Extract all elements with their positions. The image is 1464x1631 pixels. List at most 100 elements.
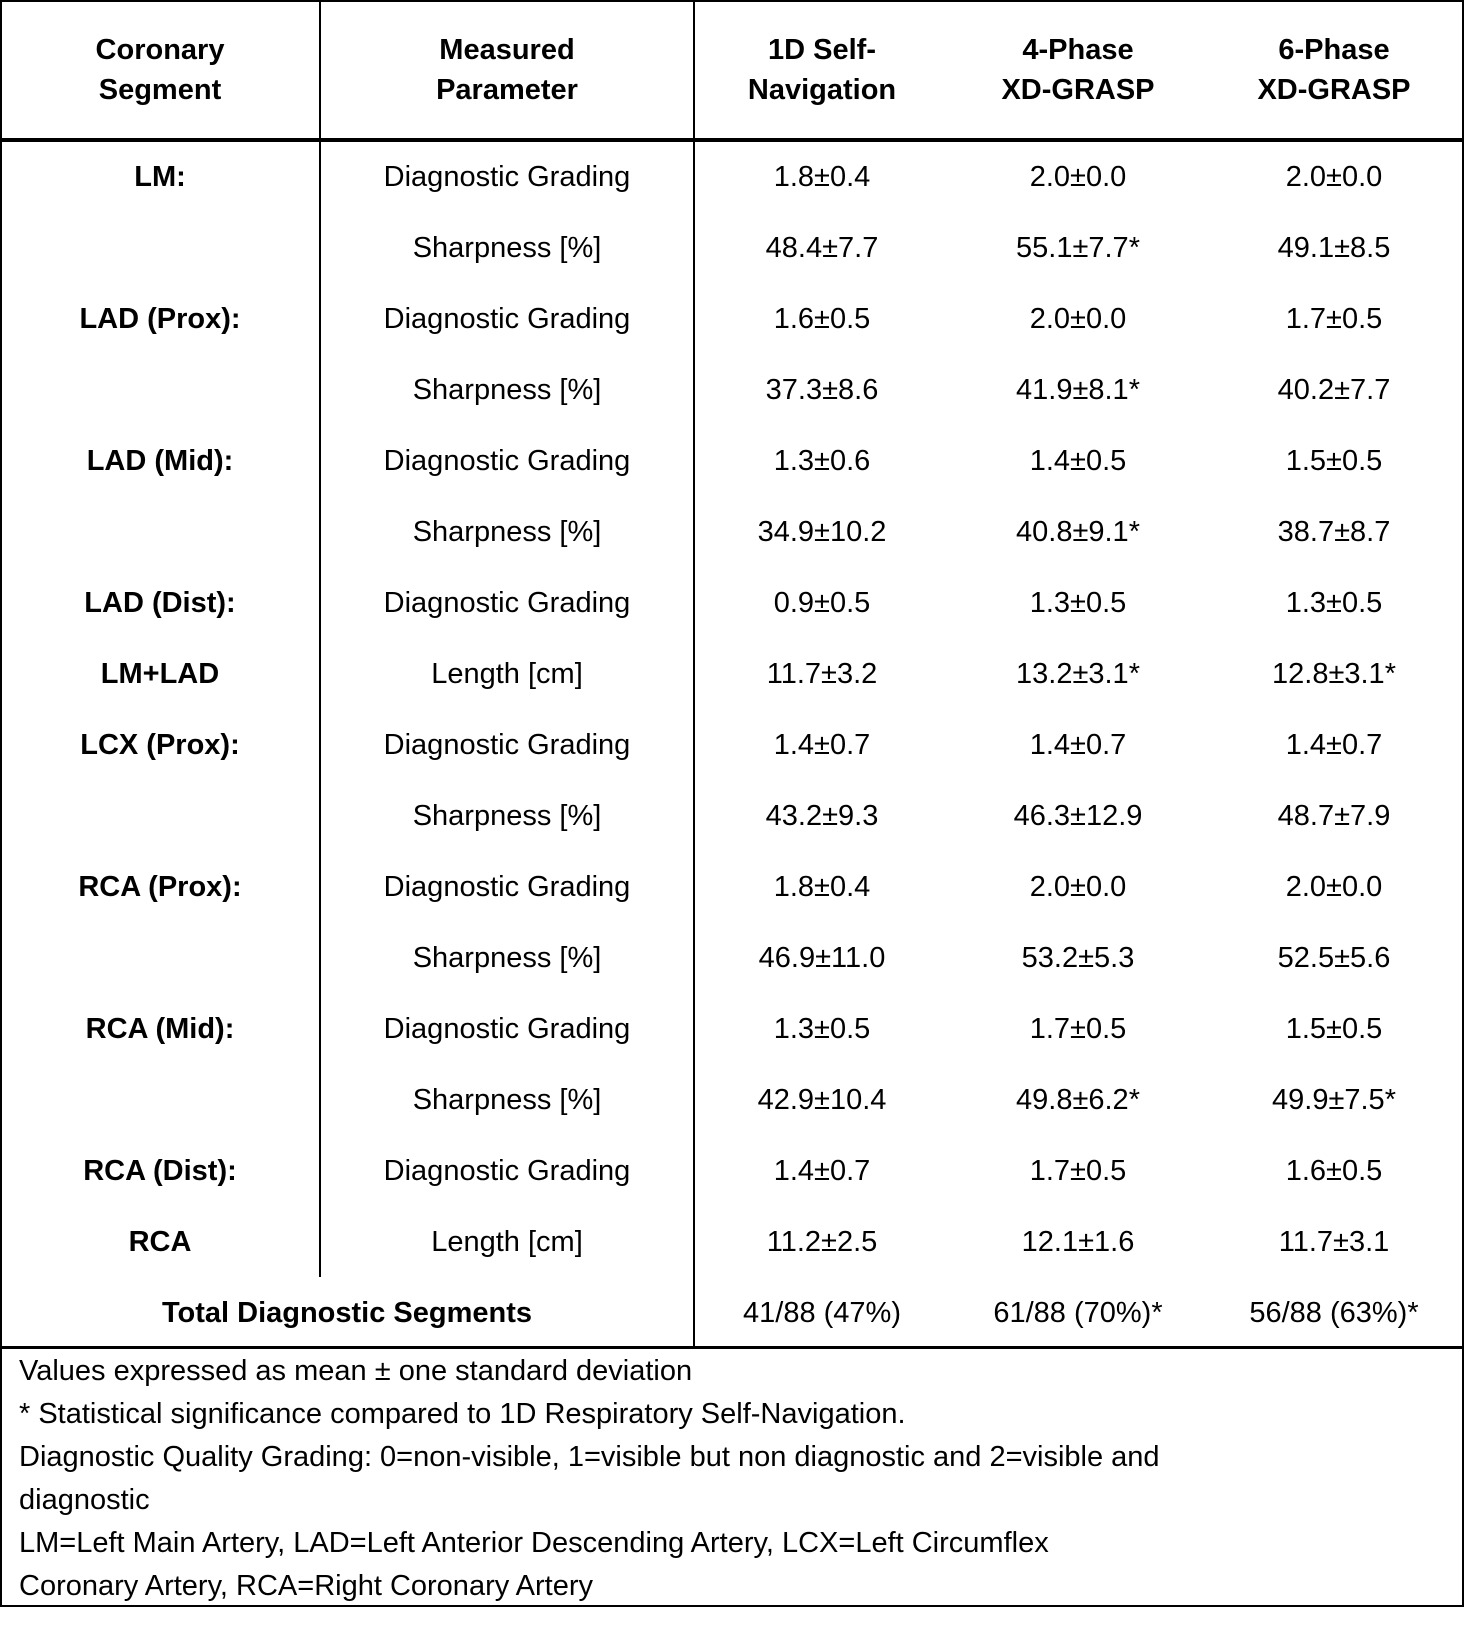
parameter-label: Length [cm] — [431, 1226, 583, 1258]
segment-label — [0, 213, 320, 284]
value-cell: 46.9±11.0 — [758, 942, 886, 974]
parameter-label: Diagnostic Grading — [383, 161, 631, 193]
value-cell: 1.3±0.5 — [1285, 587, 1383, 619]
parameter-label: Diagnostic Grading — [383, 1013, 631, 1045]
value-cell: 34.9±10.2 — [757, 516, 887, 548]
footnote: Values expressed as mean ± one standard … — [19, 1355, 693, 1387]
value-cell: 49.9±7.5* — [1272, 1084, 1396, 1116]
value-cell: 2.0±0.0 — [1029, 161, 1127, 193]
value-cell: 1.5±0.5 — [1285, 1013, 1383, 1045]
value-cell: 0.9±0.5 — [773, 587, 871, 619]
value-cell: 1.7±0.5 — [1029, 1013, 1127, 1045]
footnote: LM=Left Main Artery, LAD=Left Anterior D… — [19, 1527, 1049, 1559]
value-cell: 37.3±8.6 — [765, 374, 879, 406]
column-header: Measured Parameter — [436, 34, 578, 106]
value-cell: 13.2±3.1* — [1016, 658, 1140, 690]
segment-label: RCA (Mid): — [85, 1013, 235, 1045]
value-cell: 1.5±0.5 — [1285, 445, 1383, 477]
total-value: 56/88 (63%)* — [1249, 1297, 1419, 1329]
value-cell: 1.6±0.5 — [773, 303, 871, 335]
value-cell: 11.7±3.1 — [1278, 1226, 1390, 1258]
parameter-label: Sharpness [%] — [412, 800, 602, 832]
total-value: 61/88 (70%)* — [993, 1297, 1163, 1329]
value-cell: 41.9±8.1* — [1016, 374, 1140, 406]
value-cell: 52.5±5.6 — [1277, 942, 1391, 974]
value-cell: 1.3±0.5 — [1029, 587, 1127, 619]
column-header: 1D Self- Navigation — [747, 34, 897, 106]
value-cell: 1.4±0.7 — [1029, 729, 1127, 761]
column-header: 6-Phase XD-GRASP — [1257, 34, 1411, 106]
value-cell: 43.2±9.3 — [765, 800, 879, 832]
segment-label: RCA — [128, 1226, 192, 1258]
segment-label: LAD (Mid): — [86, 445, 234, 477]
value-cell: 46.3±12.9 — [1013, 800, 1143, 832]
value-cell: 1.3±0.5 — [773, 1013, 871, 1045]
segment-label — [0, 781, 320, 852]
footnote: Diagnostic Quality Grading: 0=non-visibl… — [19, 1441, 1160, 1473]
column-divider — [319, 0, 321, 1277]
value-cell: 11.2±2.5 — [766, 1226, 878, 1258]
value-cell: 12.1±1.6 — [1021, 1226, 1135, 1258]
parameter-label: Diagnostic Grading — [383, 587, 631, 619]
parameter-label: Diagnostic Grading — [383, 871, 631, 903]
segment-label — [0, 497, 320, 568]
value-cell: 1.6±0.5 — [1285, 1155, 1383, 1187]
value-cell: 1.4±0.7 — [1285, 729, 1383, 761]
parameter-label: Diagnostic Grading — [383, 1155, 631, 1187]
segment-label: RCA (Dist): — [83, 1155, 237, 1187]
segment-label: LM+LAD — [100, 658, 220, 690]
value-cell: 1.4±0.7 — [773, 729, 871, 761]
segment-label: LAD (Dist): — [84, 587, 236, 619]
column-header: Coronary Segment — [95, 34, 225, 106]
header-divider — [0, 138, 1464, 142]
value-cell: 1.7±0.5 — [1285, 303, 1383, 335]
parameter-label: Length [cm] — [431, 658, 583, 690]
value-cell: 1.4±0.7 — [773, 1155, 871, 1187]
value-cell: 38.7±8.7 — [1277, 516, 1391, 548]
value-cell: 2.0±0.0 — [1285, 871, 1383, 903]
footnote: Coronary Artery, RCA=Right Coronary Arte… — [19, 1570, 594, 1602]
value-cell: 1.4±0.5 — [1029, 445, 1127, 477]
value-cell: 1.7±0.5 — [1029, 1155, 1127, 1187]
column-divider — [693, 0, 695, 1347]
footnote: diagnostic — [19, 1484, 150, 1516]
segment-label: LM: — [134, 161, 186, 193]
value-cell: 1.3±0.6 — [773, 445, 871, 477]
segment-label — [0, 1065, 320, 1136]
value-cell: 40.2±7.7 — [1277, 374, 1391, 406]
value-cell: 2.0±0.0 — [1285, 161, 1383, 193]
parameter-label: Sharpness [%] — [412, 374, 602, 406]
value-cell: 55.1±7.7* — [1016, 232, 1140, 264]
parameter-label: Sharpness [%] — [412, 232, 602, 264]
value-cell: 2.0±0.0 — [1029, 871, 1127, 903]
footer-divider — [0, 1346, 1464, 1349]
total-value: 41/88 (47%) — [743, 1297, 901, 1329]
value-cell: 11.7±3.2 — [766, 658, 878, 690]
value-cell: 12.8±3.1* — [1272, 658, 1396, 690]
value-cell: 42.9±10.4 — [757, 1084, 887, 1116]
value-cell: 1.8±0.4 — [773, 871, 871, 903]
parameter-label: Diagnostic Grading — [383, 729, 631, 761]
parameter-label: Sharpness [%] — [412, 1084, 602, 1116]
value-cell: 53.2±5.3 — [1021, 942, 1135, 974]
segment-label: LCX (Prox): — [80, 729, 240, 761]
value-cell: 2.0±0.0 — [1029, 303, 1127, 335]
total-label: Total Diagnostic Segments — [161, 1297, 533, 1329]
parameter-label: Sharpness [%] — [412, 942, 602, 974]
value-cell: 40.8±9.1* — [1016, 516, 1140, 548]
segment-label — [0, 923, 320, 994]
parameter-label: Diagnostic Grading — [383, 303, 631, 335]
value-cell: 49.1±8.5 — [1277, 232, 1391, 264]
parameter-label: Sharpness [%] — [412, 516, 602, 548]
segment-label: LAD (Prox): — [79, 303, 241, 335]
segment-label — [0, 355, 320, 426]
footnote: * Statistical significance compared to 1… — [19, 1398, 906, 1430]
value-cell: 48.4±7.7 — [765, 232, 879, 264]
value-cell: 48.7±7.9 — [1277, 800, 1391, 832]
column-header: 4-Phase XD-GRASP — [1001, 34, 1155, 106]
segment-label: RCA (Prox): — [78, 871, 242, 903]
value-cell: 49.8±6.2* — [1016, 1084, 1140, 1116]
parameter-label: Diagnostic Grading — [383, 445, 631, 477]
value-cell: 1.8±0.4 — [773, 161, 871, 193]
